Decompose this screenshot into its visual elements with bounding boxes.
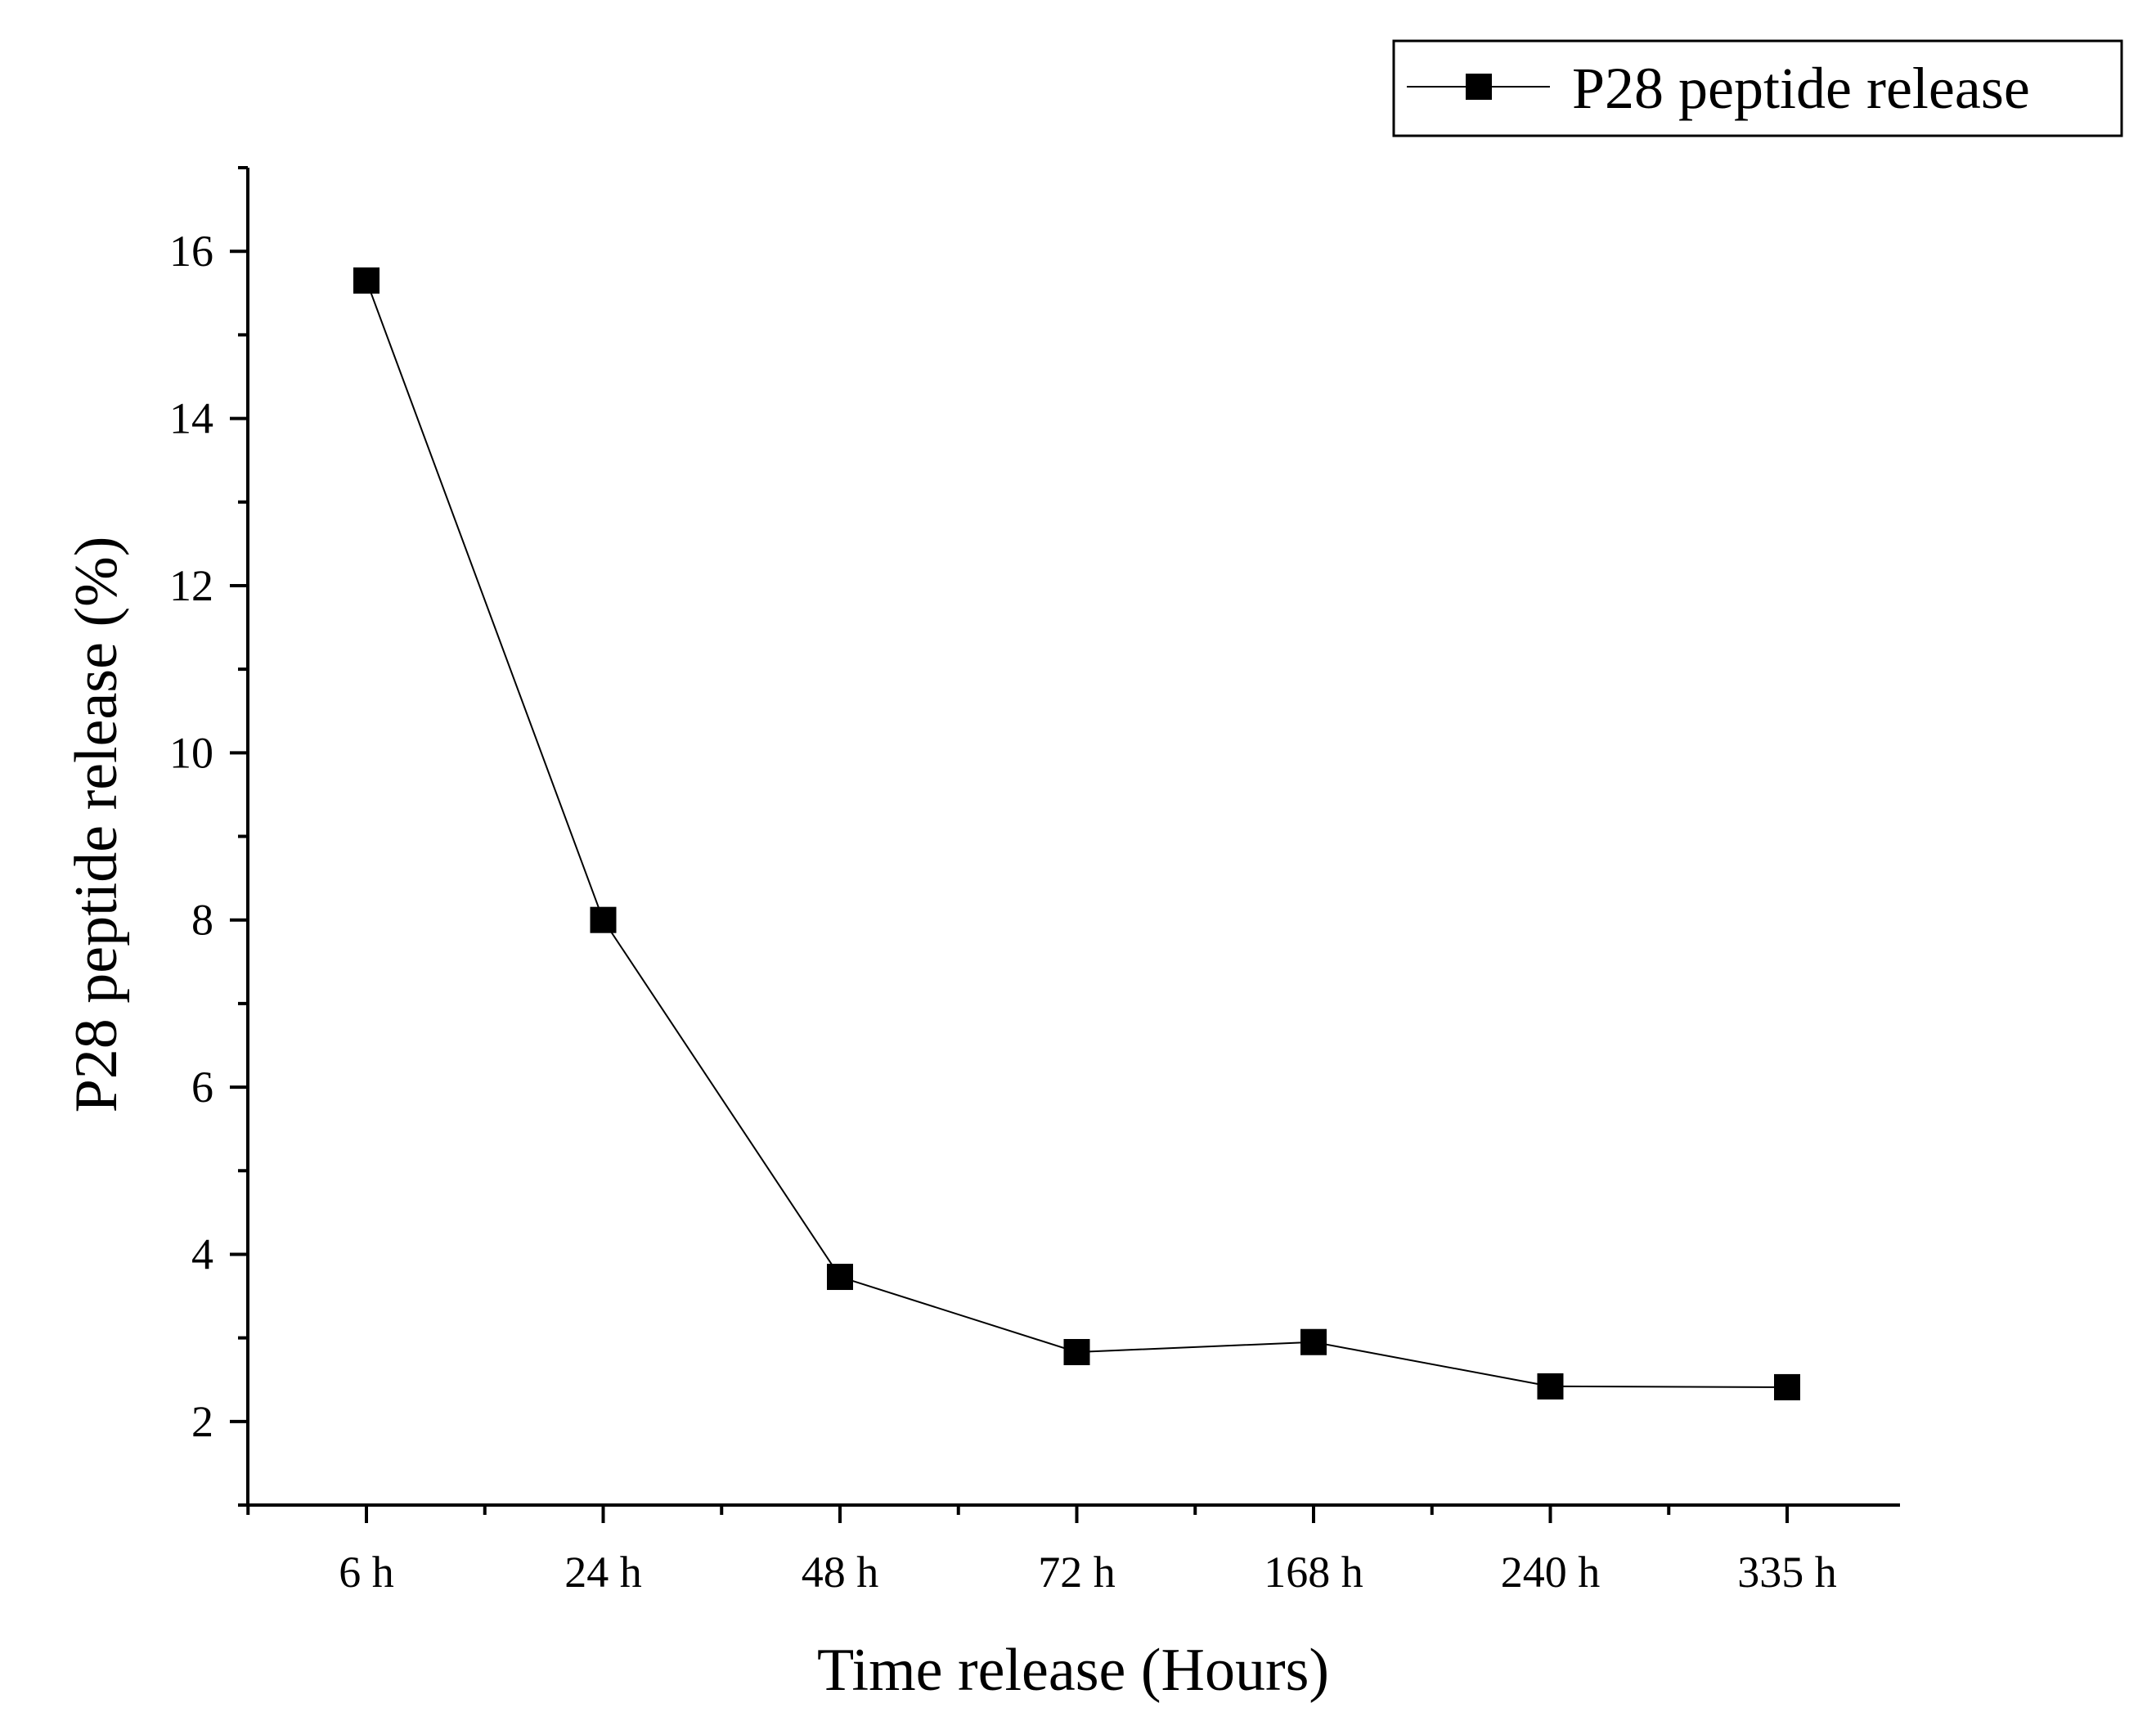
data-point-marker [1063,1338,1090,1365]
data-point-marker [590,906,617,933]
series-line [366,280,1788,1388]
axes [246,168,1900,1507]
data-point-marker [1300,1328,1327,1355]
x-tick-label: 24 h [564,1548,642,1597]
ticks: 2 4 6 8 10 12 14 16 6 h 24 h 48 h 72 h 168 h 240 h 335… [169,166,1837,1597]
x-tick-label: 72 h [1038,1548,1116,1597]
y-tick-label: 14 [169,394,213,443]
y-tick-label: 4 [191,1229,213,1278]
x-tick-label: 168 h [1264,1548,1363,1597]
y-tick-label: 6 [191,1063,213,1112]
y-tick-label: 12 [169,561,213,610]
x-axis-title: Time release (Hours) [817,1637,1329,1704]
x-tick-label: 48 h [802,1548,879,1597]
y-tick-label: 16 [169,227,213,276]
data-point-marker [353,267,380,294]
y-tick-label: 2 [191,1397,213,1446]
legend: P28 peptide release [1392,39,2123,137]
data-point-marker [827,1264,853,1291]
x-tick-label: 6 h [339,1548,394,1597]
y-tick-label: 10 [169,728,213,777]
x-tick-label: 240 h [1501,1548,1601,1597]
y-axis-title: P28 peptide release (%) [63,537,130,1113]
legend-box [1392,39,2123,137]
legend-label: P28 peptide release [1572,56,2030,121]
x-tick-label: 335 h [1737,1548,1837,1597]
series-line-group [366,280,1788,1388]
markers-group [353,267,1800,1400]
data-point-marker [1774,1373,1800,1400]
legend-marker [1466,74,1492,100]
y-tick-label: 8 [191,896,213,945]
data-point-marker [1537,1373,1564,1400]
